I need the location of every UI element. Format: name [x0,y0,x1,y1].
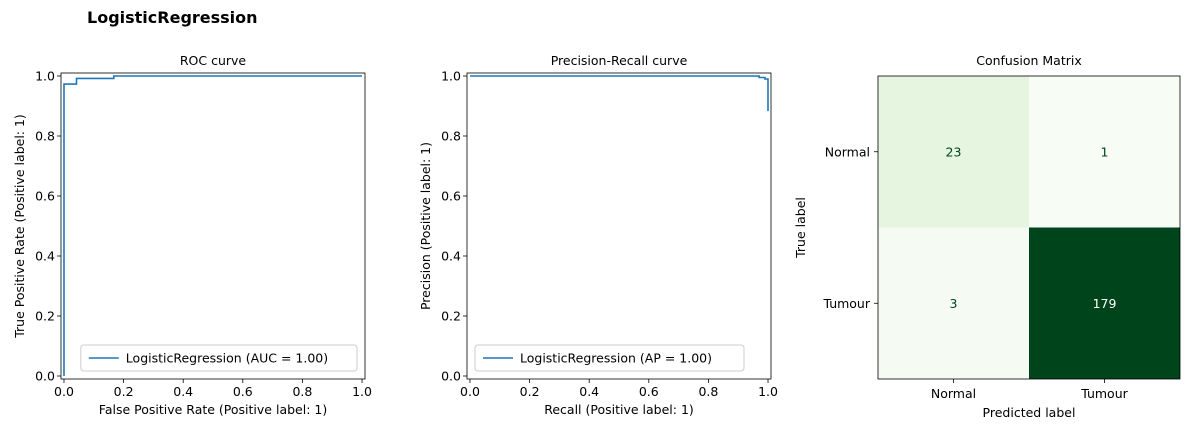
cell-value-label: 3 [950,296,958,311]
x-tick-label: 0.0 [460,384,480,399]
x-axis-label: Recall (Positive label: 1) [544,402,694,417]
chart-2: Precision-Recall curve 0.0 0.2 0.4 0.6 0.8 1.0… [418,53,778,417]
x-axis-label: Predicted label [983,405,1076,420]
x-axis-label: False Positive Rate (Positive label: 1) [99,402,327,417]
y-axis-label: Precision (Positive label: 1) [418,142,433,310]
x-tick-label: 0.4 [173,384,193,399]
series-line [63,75,362,376]
y-tick-label: 1.0 [441,69,461,84]
x-tick-label: 0.8 [292,384,312,399]
y-axis-label: True Positive Rate (Positive label: 1) [12,114,27,339]
heatmap-cell [1029,227,1180,379]
x-tick-label: 0.2 [114,384,134,399]
y-tick-label: 0.8 [441,129,461,144]
x-tick-label: Normal [931,386,976,401]
chart-title: Precision-Recall curve [551,53,688,68]
legend-label: LogisticRegression (AUC = 1.00) [126,351,328,366]
y-tick-label: 0.2 [441,309,461,324]
y-axis-label: True label [793,197,808,259]
y-tick-label: 0.0 [441,369,461,384]
heatmap-cell [1029,76,1180,228]
chart-title: ROC curve [180,53,247,68]
figure-title: LogisticRegression [87,8,258,27]
y-tick-label: 0.0 [35,369,55,384]
plot-frame [466,72,772,380]
y-tick-label: 0.6 [35,189,55,204]
x-tick-label: 0.0 [54,384,74,399]
x-tick-label: 1.0 [758,384,778,399]
y-tick-label: 0.6 [441,189,461,204]
legend-box [474,344,745,372]
y-tick-label: 1.0 [35,69,55,84]
x-tick-label: 0.6 [639,384,659,399]
cell-value-label: 179 [1093,296,1117,311]
y-tick-label: Tumour [822,296,870,311]
y-tick-label: 0.4 [35,249,55,264]
legend-box [80,344,358,372]
y-tick-label: 0.2 [35,309,55,324]
x-tick-label: Tumour [1080,386,1128,401]
legend: LogisticRegression (AUC = 1.00) [80,344,358,372]
x-tick-label: 0.8 [698,384,718,399]
x-tick-label: 0.4 [579,384,599,399]
legend-label: LogisticRegression (AP = 1.00) [520,351,712,366]
heatmap-cell [878,76,1029,228]
series-line [470,75,769,112]
chart-1: ROC curve 0.0 0.2 0.4 0.6 0.8 1.0 0.0 0.2 0.4 0.6 0… [12,53,372,417]
chart-3: Confusion Matrix 23 1 3 179 Normal Tumour Norma… [793,53,1181,420]
chart-title: Confusion Matrix [976,53,1082,68]
legend: LogisticRegression (AP = 1.00) [474,344,745,372]
cell-value-label: 1 [1101,144,1109,159]
y-tick-label: Normal [825,144,870,159]
plot-frame [877,75,1181,380]
heatmap-cell [878,227,1029,379]
y-tick-label: 0.8 [35,129,55,144]
x-tick-label: 0.2 [520,384,540,399]
cell-value-label: 23 [946,144,962,159]
plot-frame [60,72,366,380]
x-tick-label: 1.0 [352,384,372,399]
y-tick-label: 0.4 [441,249,461,264]
x-tick-label: 0.6 [233,384,253,399]
